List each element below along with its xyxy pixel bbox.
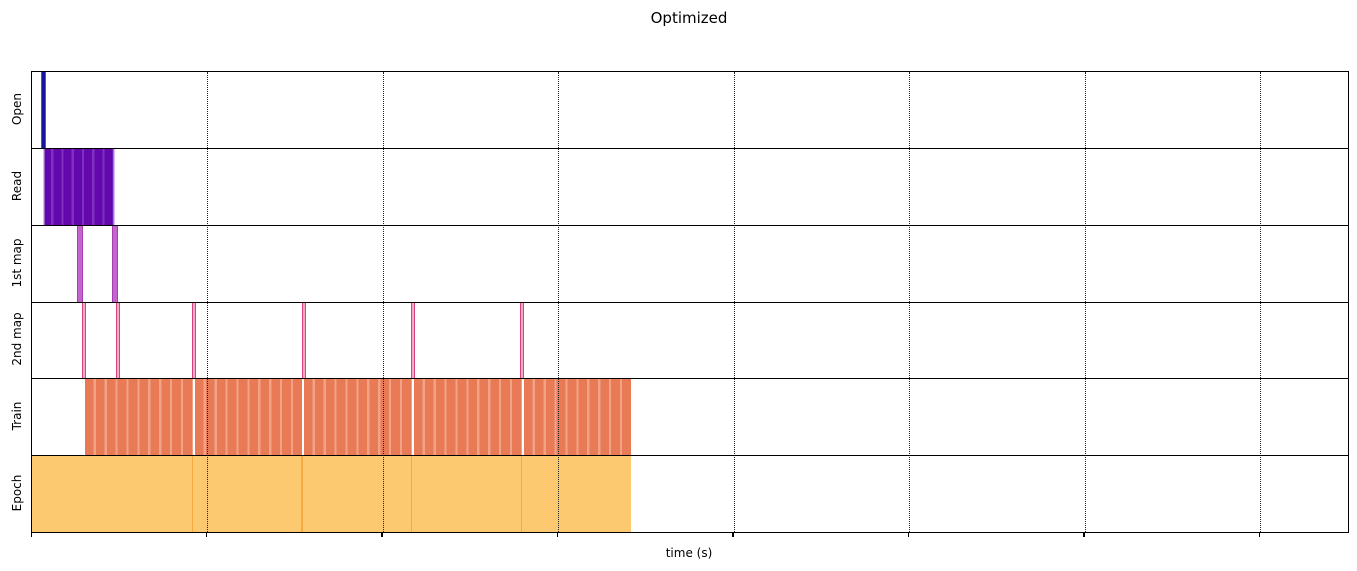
- axis-tick: [1258, 532, 1261, 537]
- plot-area: [31, 71, 1349, 533]
- bar-2nd-map: [192, 302, 196, 379]
- row-boundary-line: [32, 224, 1348, 226]
- bar-2nd-map: [302, 302, 306, 379]
- row-label-train: Train: [10, 401, 24, 431]
- row-label-epoch: Epoch: [10, 474, 24, 512]
- axis-tick: [907, 532, 910, 537]
- x-axis-label: time (s): [665, 546, 713, 560]
- bar-2nd-map: [411, 302, 415, 379]
- axis-tick: [732, 532, 734, 537]
- bar-train: [85, 378, 193, 456]
- epoch-divider: [410, 455, 413, 532]
- axis-tick: [1083, 532, 1085, 537]
- row-boundary-line: [32, 378, 1348, 380]
- axis-tick: [381, 532, 383, 537]
- bar-2nd-map: [115, 302, 121, 379]
- row-boundary-line: [32, 148, 1348, 150]
- row-boundary-line: [32, 454, 1348, 456]
- bar-read: [43, 148, 116, 226]
- bar-2nd-map: [519, 302, 525, 379]
- bar-1st-map: [112, 225, 119, 302]
- axis-tick: [30, 532, 32, 537]
- epoch-divider: [191, 455, 194, 532]
- bar-1st-map: [77, 225, 84, 302]
- axis-tick: [556, 532, 559, 537]
- epoch-divider: [301, 455, 303, 532]
- bar-2nd-map: [82, 302, 86, 379]
- bar-train: [304, 378, 412, 456]
- bar-train: [413, 378, 522, 456]
- bar-train: [523, 378, 632, 456]
- axis-tick: [205, 532, 208, 537]
- chart-title: Optimized: [650, 9, 728, 27]
- rowlines-layer: [32, 72, 1348, 532]
- bar-train: [195, 378, 303, 456]
- bar-epoch: [32, 455, 631, 532]
- row-label-read: Read: [10, 170, 24, 202]
- row-label-2nd-map: 2nd map: [10, 312, 24, 366]
- row-label-1st-map: 1st map: [10, 238, 24, 288]
- bars-layer: [32, 72, 1348, 532]
- row-boundary-line: [32, 301, 1348, 303]
- row-label-open: Open: [10, 93, 24, 126]
- epoch-divider: [520, 455, 523, 532]
- bar-open: [40, 72, 46, 149]
